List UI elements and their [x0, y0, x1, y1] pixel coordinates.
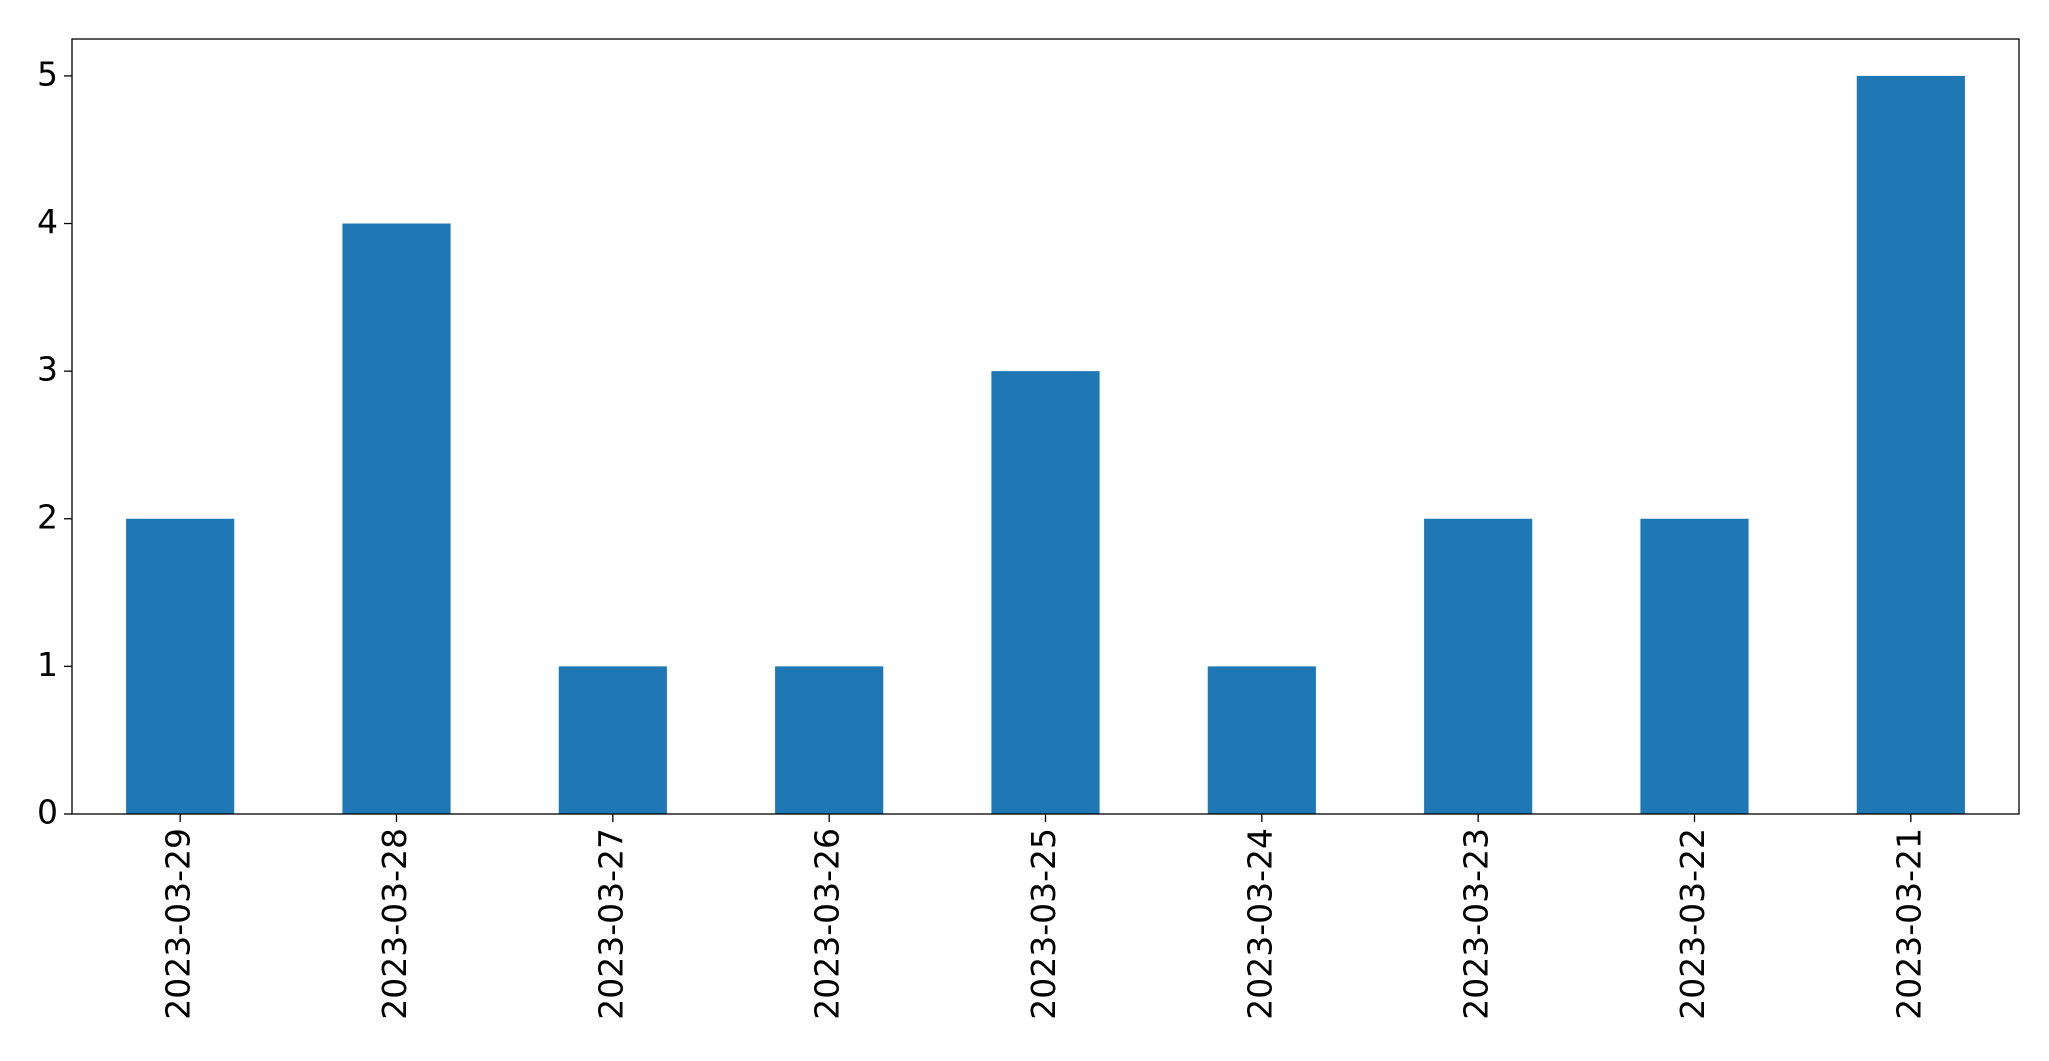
y-tick-label: 3: [37, 350, 58, 389]
x-tick-label: 2023-03-28: [375, 828, 414, 1020]
x-tick-label: 2023-03-26: [808, 828, 847, 1020]
x-tick-label: 2023-03-25: [1024, 828, 1063, 1020]
bar: [1424, 518, 1533, 814]
x-tick-label: 2023-03-27: [591, 828, 630, 1020]
y-tick-label: 4: [37, 202, 58, 241]
x-tick-label: 2023-03-29: [159, 828, 198, 1020]
y-tick-label: 1: [37, 645, 58, 684]
x-tick-label: 2023-03-22: [1673, 828, 1712, 1020]
bar: [342, 223, 451, 814]
x-tick-label: 2023-03-21: [1889, 828, 1928, 1020]
bar: [126, 518, 235, 814]
bar: [991, 371, 1100, 814]
x-tick-label: 2023-03-24: [1240, 828, 1279, 1020]
bar: [558, 666, 667, 814]
bar: [775, 666, 884, 814]
bar: [1856, 75, 1965, 814]
plot-frame: [71, 38, 2020, 815]
bar: [1207, 666, 1316, 814]
x-tick-label: 2023-03-23: [1457, 828, 1496, 1020]
bar: [1640, 518, 1749, 814]
y-tick-label: 0: [37, 793, 58, 832]
y-tick-label: 2: [37, 497, 58, 536]
y-tick-label: 5: [37, 54, 58, 93]
